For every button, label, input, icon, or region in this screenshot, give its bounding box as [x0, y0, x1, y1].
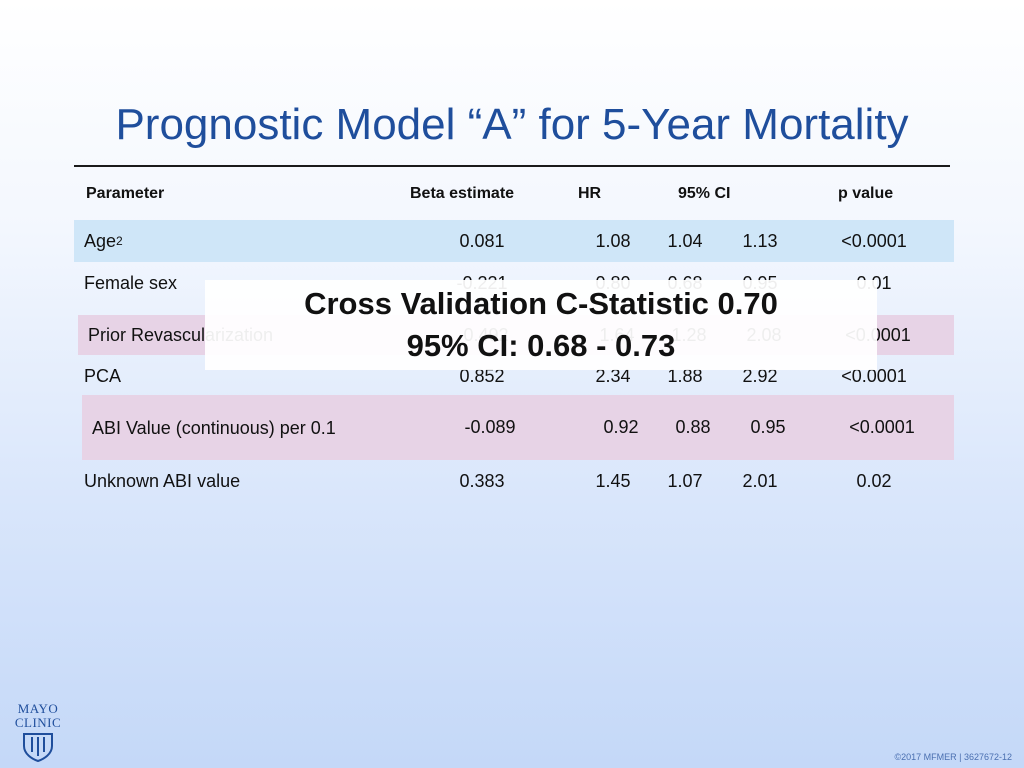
cell-p-value-text: <0.0001 [841, 230, 907, 251]
cell-hr-text: 2.34 [595, 365, 631, 386]
slide-title: Prognostic Model “A” for 5-Year Mortalit… [115, 100, 909, 149]
header-95-ci: 95% CI [678, 185, 731, 202]
cell-hr: 0.92 [578, 395, 664, 460]
cell-ci-high-text: 0.95 [750, 417, 786, 437]
cell-hr-text: 1.08 [595, 230, 631, 251]
cell-beta: -0.089 [402, 395, 578, 460]
footer-copyright: ©2017 MFMER | 3627672-12 [894, 752, 1012, 762]
cell-hr-text: 0.92 [603, 417, 639, 437]
cell-parameter: PCA [74, 357, 394, 395]
cell-parameter: Age 2 [74, 220, 394, 262]
cell-ci-low: 1.07 [640, 460, 730, 502]
header-p-value: p value [838, 185, 894, 202]
table-top-rule [74, 165, 950, 167]
cell-p-value-text: <0.0001 [849, 417, 915, 437]
superscript: 2 [116, 234, 123, 248]
cell-ci-high: 2.92 [720, 357, 800, 395]
cell-hr: 1.45 [570, 460, 656, 502]
cell-parameter-text: ABI Value (continuous) per 0.1 [92, 417, 336, 438]
header-beta-estimate: Beta estimate [410, 185, 515, 202]
cell-ci-high-text: 2.01 [742, 470, 778, 491]
shield-icon [23, 733, 53, 762]
cell-hr-text: 1.45 [595, 470, 631, 491]
cell-parameter: Unknown ABI value [74, 460, 394, 502]
cell-parameter-text: Female sex [84, 272, 178, 293]
cell-hr: 1.08 [570, 220, 656, 262]
cell-p-value: <0.0001 [818, 395, 946, 460]
cell-ci-high: 2.01 [720, 460, 800, 502]
table-row: Age 2 0.081 1.08 1.04 1.13 <0.0001 [74, 220, 954, 262]
cell-parameter: Female sex [74, 262, 394, 304]
c-statistic-overlay: Cross Validation C-Statistic 0.70 95% CI… [205, 280, 877, 370]
cell-p-value: <0.0001 [810, 357, 938, 395]
table-row: ABI Value (continuous) per 0.1 -0.089 0.92… [82, 395, 954, 460]
cell-beta: 0.852 [394, 357, 570, 395]
cell-beta-text: 0.852 [459, 365, 505, 386]
cell-parameter-text: Unknown ABI value [84, 470, 241, 491]
cell-hr: 2.34 [570, 357, 656, 395]
cell-ci-high: 0.95 [728, 395, 808, 460]
table-row: Unknown ABI value 0.383 1.45 1.07 2.01 0.02 [74, 460, 954, 502]
cell-ci-high-text: 1.13 [742, 230, 778, 251]
cell-parameter-text: PCA [84, 365, 122, 386]
cell-parameter: ABI Value (continuous) per 0.1 [82, 395, 402, 460]
header-parameter: Parameter [86, 185, 165, 202]
cell-ci-low-text: 1.04 [667, 230, 703, 251]
cell-ci-low-text: 0.88 [675, 417, 711, 437]
cell-ci-high-text: 2.92 [742, 365, 778, 386]
cell-beta-text: -0.089 [464, 417, 516, 437]
cell-ci-low: 0.88 [648, 395, 738, 460]
cell-beta-text: 0.383 [459, 470, 505, 491]
cell-ci-low-text: 1.07 [667, 470, 703, 491]
cell-ci-low-text: 1.88 [667, 365, 703, 386]
cell-parameter-text: Age [84, 230, 117, 251]
cell-p-value: 0.02 [810, 460, 938, 502]
cell-ci-low: 1.04 [640, 220, 730, 262]
table-row: PCA 0.852 2.34 1.88 2.92 <0.0001 [74, 357, 954, 395]
cell-beta: 0.081 [394, 220, 570, 262]
c-statistic-text: Cross Validation C-Statistic 0.70 [304, 286, 778, 321]
c-statistic-ci: 95% CI: 0.68 - 0.73 [406, 328, 676, 363]
cell-ci-high: 1.13 [720, 220, 800, 262]
logo-text-mayo: MAYO [17, 701, 59, 716]
cell-p-value-text: <0.0001 [841, 365, 907, 386]
header-hr: HR [578, 185, 602, 202]
logo-text-clinic: CLINIC [14, 715, 62, 730]
mayo-clinic-logo: MAYO CLINIC [12, 702, 64, 762]
cell-ci-low: 1.88 [640, 357, 730, 395]
cell-beta-text: 0.081 [459, 230, 505, 251]
cell-beta: 0.383 [394, 460, 570, 502]
cell-p-value: <0.0001 [810, 220, 938, 262]
cell-p-value-text: 0.02 [856, 470, 892, 491]
